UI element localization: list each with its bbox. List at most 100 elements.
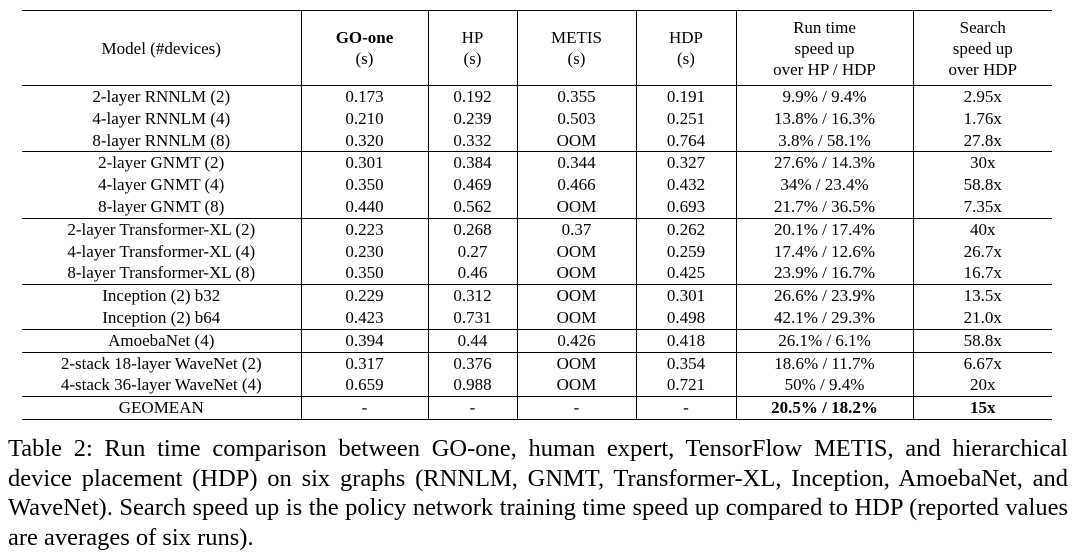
cell-runtime-speedup: 20.1% / 17.4% (735, 218, 913, 241)
results-table-container: Model (#devices) GO-one (s) HP (s) METIS… (22, 10, 1052, 420)
table-row: 2-layer RNNLM (2) 0.173 0.192 0.355 0.191 9.9… (22, 85, 1052, 108)
header-hp: HP (s) (427, 10, 517, 86)
cell-runtime-speedup: 26.6% / 23.9% (735, 284, 913, 307)
cell-hp: 0.192 (427, 85, 517, 108)
cell-runtime-speedup: 21.7% / 36.5% (735, 195, 913, 219)
cell-metis: OOM (516, 374, 636, 397)
cell-model: 2-layer Transformer-XL (2) (67, 219, 256, 239)
cell-goone: 0.301 (300, 151, 428, 175)
header-search-speedup: Search speed up over HDP (912, 10, 1052, 86)
cell-model: 2-stack 18-layer WaveNet (2) (60, 353, 262, 373)
header-runtime-speedup: Run time speed up over HP / HDP (735, 10, 913, 86)
cell-hdp: 0.693 (635, 195, 736, 219)
cell-goone: 0.173 (300, 85, 428, 108)
cell-goone: 0.423 (300, 306, 428, 330)
cell-hp: 0.44 (427, 329, 517, 353)
cell-hdp: - (635, 396, 736, 420)
cell-metis: 0.466 (516, 174, 636, 196)
cell-runtime-speedup: 42.1% / 29.3% (735, 306, 913, 330)
cell-metis: OOM (516, 306, 636, 330)
table-row: 8-layer GNMT (8) 0.440 0.562 OOM 0.693 21.7% … (22, 195, 1052, 219)
cell-hdp: 0.262 (635, 218, 736, 241)
table-row: AmoebaNet (4) 0.394 0.44 0.426 0.418 26.1% / … (22, 329, 1052, 353)
header-runtime-line1: Run time (793, 17, 856, 37)
cell-hdp: 0.764 (635, 129, 736, 152)
cell-runtime-speedup: 13.8% / 16.3% (735, 107, 913, 130)
cell-hdp: 0.498 (635, 306, 736, 330)
cell-goone: 0.440 (300, 195, 428, 219)
cell-model: 2-layer GNMT (2) (98, 153, 225, 173)
cell-hdp: 0.191 (635, 85, 736, 108)
cell-hp: 0.469 (427, 174, 517, 196)
cell-hdp: 0.251 (635, 107, 736, 130)
cell-metis: OOM (516, 195, 636, 219)
cell-search-speedup: 27.8x (912, 129, 1052, 152)
cell-model: 8-layer RNNLM (8) (92, 130, 231, 150)
cell-runtime-speedup: 9.9% / 9.4% (735, 85, 913, 108)
cell-hp: 0.239 (427, 107, 517, 130)
cell-model: 2-layer RNNLM (2) (92, 87, 231, 106)
cell-search-speedup: 26.7x (912, 240, 1052, 263)
cell-model: 4-layer RNNLM (4) (92, 108, 231, 128)
cell-runtime-speedup: 20.5% / 18.2% (735, 396, 913, 420)
cell-hp: 0.268 (427, 218, 517, 241)
header-search-line2: speed up (952, 38, 1013, 58)
cell-hp: 0.384 (427, 151, 517, 175)
header-metis-label: METIS (551, 28, 602, 47)
cell-goone: 0.350 (300, 262, 428, 285)
header-goone-unit: (s) (355, 49, 374, 68)
cell-model: 8-layer Transformer-XL (8) (67, 263, 256, 283)
table-row: Inception (2) b64 0.423 0.731 OOM 0.498 42.1%… (22, 306, 1052, 330)
cell-runtime-speedup: 34% / 23.4% (735, 174, 913, 196)
cell-runtime-speedup: 18.6% / 11.7% (735, 352, 913, 375)
header-goone-label: GO-one (335, 28, 394, 47)
cell-metis: 0.344 (516, 151, 636, 175)
caption-text: Table 2: Run time comparison between GO-… (8, 435, 1068, 551)
cell-model: 4-stack 36-layer WaveNet (4) (60, 375, 262, 395)
table-row: 2-layer Transformer-XL (2) 0.223 0.268 0.37… (22, 218, 1052, 241)
cell-hdp: 0.259 (635, 240, 736, 263)
cell-hp: 0.731 (427, 306, 517, 330)
header-runtime-line2: speed up (794, 38, 855, 58)
table-row: 2-layer GNMT (2) 0.301 0.384 0.344 0.327 27.6… (22, 151, 1052, 175)
cell-search-speedup: 21.0x (912, 306, 1052, 330)
cell-hp: 0.46 (427, 262, 517, 285)
header-hp-unit: (s) (463, 49, 482, 68)
cell-hp: 0.312 (427, 284, 517, 307)
header-hdp: HDP (s) (635, 10, 736, 86)
table-row: 8-layer RNNLM (8) 0.320 0.332 OOM 0.764 3.8% … (22, 129, 1052, 152)
cell-search-speedup: 2.95x (912, 85, 1052, 108)
cell-metis: - (516, 396, 636, 420)
cell-hdp: 0.327 (635, 151, 736, 175)
cell-goone: 0.210 (300, 107, 428, 130)
header-search-line1: Search (959, 17, 1006, 37)
cell-search-speedup: 30x (912, 151, 1052, 175)
cell-model: GEOMEAN (118, 398, 204, 418)
table-caption: Table 2: Run time comparison between GO-… (8, 434, 1068, 552)
cell-runtime-speedup: 17.4% / 12.6% (735, 240, 913, 263)
cell-runtime-speedup: 3.8% / 58.1% (735, 129, 913, 152)
cell-search-speedup: 1.76x (912, 107, 1052, 130)
cell-search-speedup: 16.7x (912, 262, 1052, 285)
cell-metis: 0.503 (516, 107, 636, 130)
header-metis-unit: (s) (567, 49, 586, 68)
cell-hp: 0.562 (427, 195, 517, 219)
cell-goone: - (300, 396, 428, 420)
cell-metis: OOM (516, 352, 636, 375)
cell-metis: OOM (516, 129, 636, 152)
cell-metis: 0.426 (516, 329, 636, 353)
cell-model: Inception (2) b32 (102, 286, 221, 306)
table-body: 2-layer RNNLM (2) 0.173 0.192 0.355 0.191 9.9… (22, 85, 1052, 420)
cell-search-speedup: 13.5x (912, 284, 1052, 307)
cell-goone: 0.230 (300, 240, 428, 263)
table-row: 4-layer RNNLM (4) 0.210 0.239 0.503 0.251 13.… (22, 107, 1052, 130)
header-hp-label: HP (461, 28, 484, 47)
cell-hdp: 0.432 (635, 174, 736, 196)
cell-metis: 0.355 (516, 85, 636, 108)
cell-metis: 0.37 (516, 218, 636, 241)
cell-search-speedup: 40x (912, 218, 1052, 241)
cell-hdp: 0.721 (635, 374, 736, 397)
header-runtime-line3: over HP / HDP (773, 59, 876, 79)
cell-goone: 0.350 (300, 174, 428, 196)
table-header: Model (#devices) GO-one (s) HP (s) METIS… (22, 10, 1052, 86)
